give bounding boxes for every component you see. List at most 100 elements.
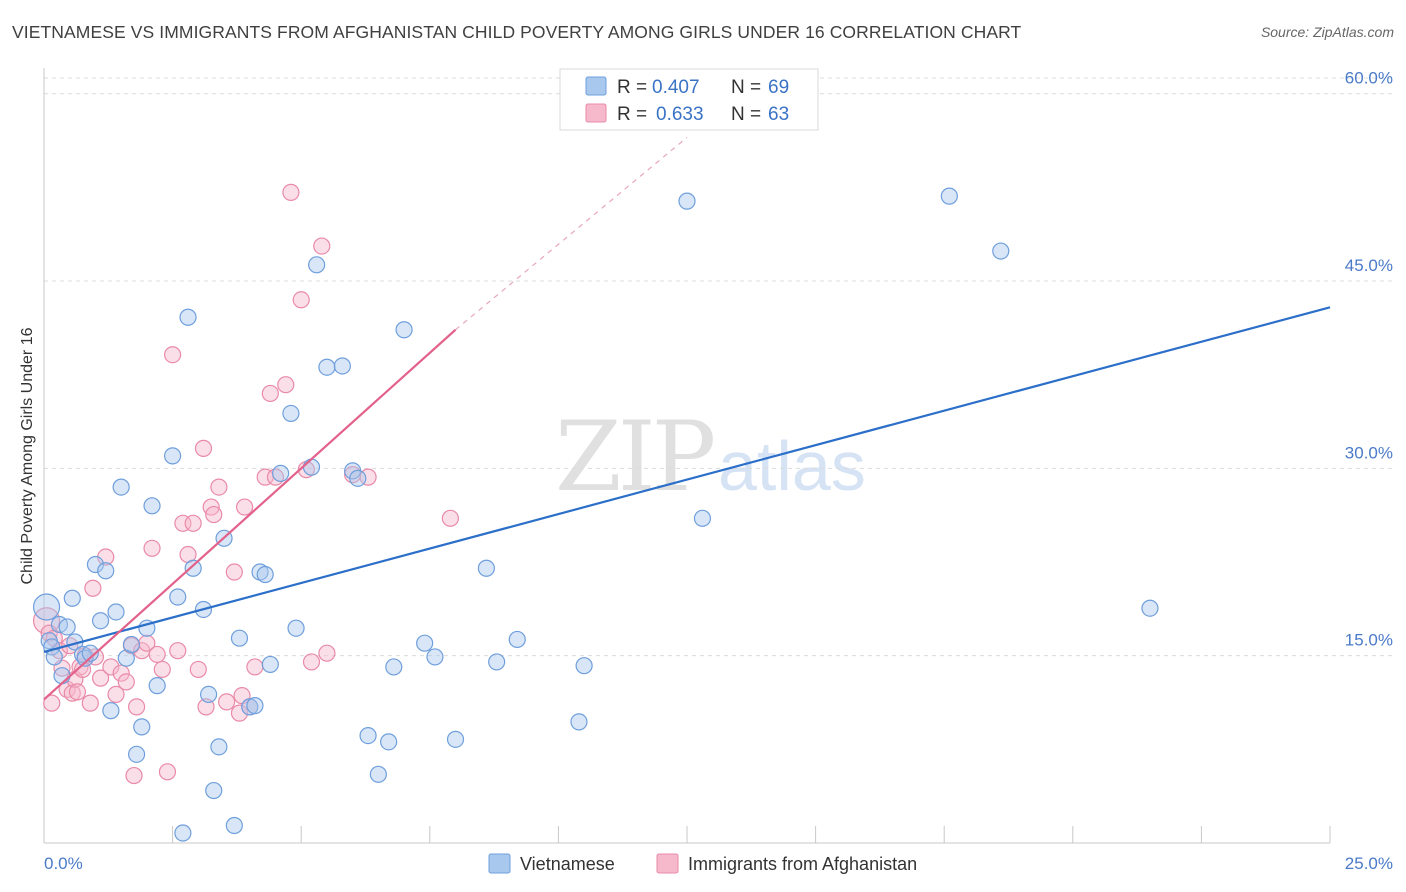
y-tick-label-30: 30.0% [1345,443,1393,462]
afghanistan-point-53 [277,376,295,394]
vietnamese-point-60 [488,653,506,671]
legend-r-label-1: R = [617,77,647,98]
vietnamese-point-68 [1141,599,1159,617]
afghanistan-point-33 [169,642,187,660]
vietnamese-point-59 [477,559,495,577]
y-tick-labels: 15.0% 30.0% 45.0% 60.0% [1345,69,1393,650]
afghanistan-point-21 [112,664,130,682]
vietnamese-point-33 [210,738,228,756]
vietnamese-point-53 [380,733,398,751]
vietnamese-point-67 [992,242,1010,260]
chart-title: VIETNAMESE VS IMMIGRANTS FROM AFGHANISTA… [12,22,1022,42]
vietnamese-point-29 [184,559,202,577]
watermark-atlas: atlas [718,427,866,505]
vietnamese-point-50 [349,469,367,487]
afghanistan-point-42 [210,478,228,496]
vietnamese-point-41 [261,655,279,674]
vietnamese-point-28 [179,308,197,326]
vietnamese-point-16 [107,603,125,621]
trend-line-afghanistan [43,328,457,701]
legend-n-label-1: N = [731,77,761,98]
afghanistan-point-32 [164,346,182,364]
afghanistan-point-31 [158,763,177,781]
series-legend: Vietnamese Immigrants from Afghanistan [488,853,917,874]
vietnamese-point-62 [570,713,588,731]
afghanistan-point-36 [184,514,202,532]
vietnamese-point-66 [940,187,958,205]
legend-n-value-1: 69 [768,77,789,98]
vietnamese-point-57 [426,648,444,666]
afghanistan-point-45 [230,704,249,722]
vietnamese-point-42 [272,464,290,482]
vietnamese-point-17 [112,478,130,496]
y-tick-label-15: 15.0% [1345,631,1393,650]
legend-swatch-vietnamese [585,76,607,96]
vietnamese-point-10 [76,649,94,667]
afghanistan-point-28 [143,539,161,557]
afghanistan-point-44 [225,563,243,581]
vietnamese-point-51 [359,727,377,745]
bottom-legend-swatch-afghanistan [656,853,679,874]
vietnamese-point-48 [333,357,351,375]
x-tick-label-min: 0.0% [44,854,83,873]
legend-r-label-2: R = [617,104,647,125]
bottom-legend-swatch-vietnamese [488,853,511,874]
afghanistan-point-43 [218,693,236,711]
vietnamese-point-24 [148,677,166,695]
y-tick-label-60: 60.0% [1345,69,1393,88]
chart-source: Source: ZipAtlas.com [1260,24,1394,40]
afghanistan-point-41 [205,505,223,524]
legend-n-value-2: 63 [768,104,789,125]
afghanistan-point-49 [246,658,264,676]
legend-r-value-2: 0.633 [656,104,704,125]
vietnamese-point-23 [143,497,161,515]
vietnamese-point-19 [122,635,141,654]
afghanistan-point-22 [117,673,135,691]
vietnamese-point-64 [678,192,696,210]
afghanistan-point-55 [292,291,310,309]
vietnamese-point-5 [53,667,71,685]
vietnamese-point-52 [369,765,387,783]
vietnamese-point-36 [230,629,249,647]
vietnamese-point-35 [225,816,243,835]
correlation-legend: R = 0.407 N = 69 R = 0.633 N = 63 [559,68,819,131]
vietnamese-point-15 [102,702,120,720]
legend-r-value-1: 0.407 [652,77,700,98]
vietnamese-point-38 [246,697,264,715]
afghanistan-point-10 [68,683,87,701]
vietnamese-point-12 [86,555,105,574]
vietnamese-point-27 [174,824,192,842]
afghanistan-point-30 [153,660,171,679]
vietnamese-point-14 [97,562,115,580]
vietnamese-point-13 [91,612,110,630]
afghanistan-point-39 [197,698,215,716]
watermark: ZIP atlas [555,401,866,513]
vietnamese-point-7 [63,589,81,607]
vietnamese-point-43 [282,404,300,423]
afghanistan-point-62 [441,509,459,527]
vietnamese-point-58 [446,730,465,748]
series-vietnamese [32,187,1159,842]
vietnamese-point-26 [169,588,187,606]
y-axis-title: Child Poverty Among Girls Under 16 [19,327,36,584]
afghanistan-point-37 [189,660,207,679]
afghanistan-point-19 [102,658,120,676]
vietnamese-point-55 [395,321,413,339]
trend-line-afghanistan-extension [455,136,688,331]
legend-n-label-2: N = [731,104,761,125]
vietnamese-point-11 [81,644,99,662]
afghanistan-point-58 [313,237,331,255]
y-tick-label-45: 45.0% [1345,256,1393,275]
afghanistan-point-47 [236,498,254,516]
vietnamese-point-25 [164,447,182,465]
vietnamese-point-6 [58,618,76,636]
vietnamese-point-56 [416,634,434,652]
trend-lines [43,136,1331,701]
legend-swatch-afghanistan [585,103,607,123]
x-tick-label-max: 25.0% [1345,854,1393,873]
afghanistan-point-54 [282,183,300,201]
vietnamese-point-32 [205,781,223,800]
afghanistan-point-2 [43,694,61,712]
afghanistan-point-14 [81,694,99,712]
vietnamese-point-20 [127,745,146,763]
